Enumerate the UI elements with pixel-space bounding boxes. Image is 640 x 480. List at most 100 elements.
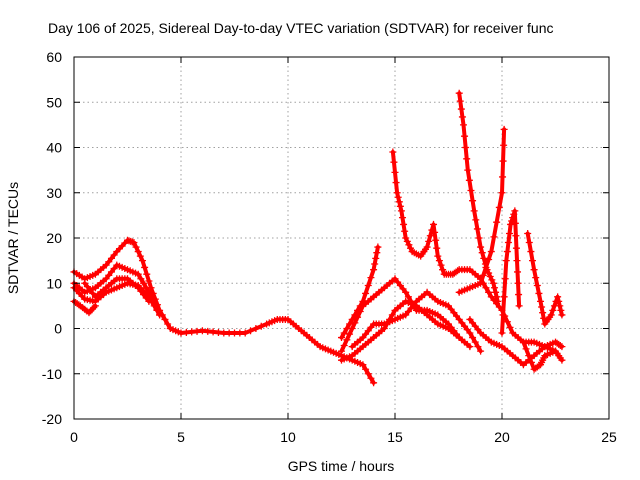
data-point (435, 257, 443, 265)
data-point (554, 293, 562, 301)
data-point (538, 303, 546, 311)
x-tick-label: 20 (494, 429, 510, 445)
data-point (558, 356, 566, 364)
data-point (469, 334, 477, 342)
data-point (394, 193, 402, 201)
data-point (556, 341, 564, 349)
data-point (403, 237, 411, 245)
data-point (522, 345, 530, 353)
data-point (397, 207, 405, 215)
data-point (439, 266, 447, 274)
data-point (498, 189, 506, 197)
data-point (527, 248, 535, 256)
data-point (351, 319, 359, 327)
data-point (482, 263, 490, 271)
data-point (459, 121, 467, 129)
data-point (402, 288, 410, 296)
data-point (498, 329, 506, 337)
y-tick-label: 50 (46, 94, 62, 110)
data-point (462, 144, 470, 151)
data-point (530, 266, 538, 274)
data-point (558, 343, 566, 351)
series-track-4 (81, 275, 153, 305)
data-point (156, 311, 164, 319)
data-point (433, 244, 441, 252)
data-point (500, 293, 508, 301)
data-point (390, 158, 398, 166)
data-point (367, 274, 375, 282)
data-point (558, 311, 566, 319)
data-point (535, 289, 543, 297)
data-point (508, 217, 516, 225)
data-point (495, 203, 503, 211)
data-point (425, 237, 433, 245)
data-point (457, 105, 465, 113)
data-point (465, 176, 473, 184)
data-point (371, 260, 379, 268)
series-track-15 (524, 229, 566, 328)
data-point (437, 261, 445, 269)
data-point (511, 219, 519, 227)
data-point (557, 306, 565, 314)
data-point (161, 315, 169, 323)
data-point (514, 268, 522, 276)
data-point (479, 271, 487, 279)
data-point (389, 148, 397, 156)
data-point (348, 325, 356, 332)
data-point (539, 309, 547, 317)
data-point (480, 254, 488, 262)
data-point (502, 257, 510, 265)
data-point (362, 365, 370, 373)
data-point (137, 275, 145, 283)
series-layer (70, 89, 566, 387)
x-tick-label: 25 (601, 429, 617, 445)
data-point (431, 228, 439, 236)
y-axis-label: SDTVAR / TECUs (5, 182, 21, 294)
data-point (524, 229, 532, 237)
data-point (491, 284, 499, 292)
data-point (386, 315, 394, 323)
data-point (338, 347, 345, 355)
data-point (391, 168, 399, 176)
series-track-9 (338, 297, 463, 364)
data-point (500, 125, 508, 133)
y-tick-label: 40 (46, 140, 62, 156)
x-tick-label: 10 (280, 429, 296, 445)
y-tick-label: 60 (46, 49, 62, 65)
series-track-6 (338, 243, 382, 342)
data-point (533, 282, 541, 290)
data-point (528, 257, 536, 265)
ticks: 0 5 10 15 20 25 -20 -10 0 10 20 30 40 50 60 (42, 49, 617, 445)
data-point (456, 97, 464, 105)
data-point (370, 266, 378, 274)
x-tick-label: 0 (70, 429, 78, 445)
data-point (405, 241, 413, 249)
x-axis-label: GPS time / hours (288, 458, 395, 474)
data-point (164, 320, 172, 328)
data-point (471, 338, 479, 346)
data-point (373, 249, 381, 257)
data-point (485, 288, 493, 296)
data-point (463, 155, 471, 163)
data-point (464, 166, 472, 174)
data-point (549, 306, 557, 314)
data-point (485, 255, 493, 263)
data-point (487, 248, 495, 256)
data-point (362, 289, 370, 297)
data-point (130, 239, 138, 247)
data-point (475, 234, 483, 242)
data-point (506, 323, 514, 331)
data-point (401, 227, 409, 235)
x-tick-label: 15 (387, 429, 403, 445)
data-point (140, 279, 148, 287)
data-point (492, 288, 500, 296)
y-tick-label: -20 (42, 411, 62, 427)
data-point (477, 279, 485, 287)
data-point (509, 214, 517, 222)
data-point (477, 243, 485, 251)
series-track-13 (498, 207, 523, 337)
series-track-11 (455, 89, 502, 305)
data-point (527, 358, 535, 366)
data-point (372, 254, 380, 262)
